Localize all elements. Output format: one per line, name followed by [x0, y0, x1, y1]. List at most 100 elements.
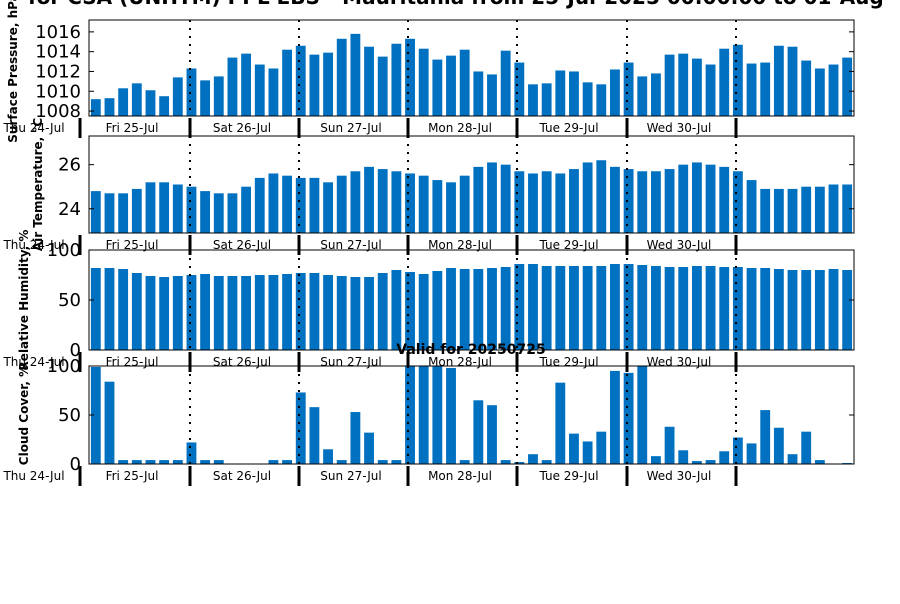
bar	[118, 269, 129, 350]
bar	[131, 188, 142, 233]
bar	[159, 182, 170, 233]
bar	[227, 193, 238, 233]
bar	[473, 269, 484, 350]
bar	[555, 173, 566, 233]
bar	[828, 64, 839, 116]
bar	[651, 171, 661, 233]
bar	[487, 162, 497, 233]
bar	[90, 191, 101, 233]
bar	[705, 164, 716, 233]
bar	[104, 98, 115, 116]
bar	[241, 276, 252, 350]
bar	[446, 182, 456, 233]
bar	[309, 273, 320, 350]
bar	[364, 277, 374, 350]
bar	[582, 162, 593, 233]
bar	[186, 442, 197, 464]
bar	[787, 46, 798, 116]
bar	[569, 169, 579, 233]
bar	[760, 62, 771, 116]
bar	[391, 171, 402, 233]
bar	[842, 57, 853, 116]
bar	[90, 366, 101, 464]
bar	[732, 437, 743, 464]
bar	[104, 193, 115, 233]
x-tick-label: Wed 30-Jul	[647, 121, 712, 135]
bar	[350, 171, 361, 233]
bar	[623, 62, 634, 116]
bar	[801, 60, 812, 116]
bar	[473, 166, 484, 233]
bar	[691, 266, 702, 350]
bar	[145, 182, 156, 233]
bar	[828, 269, 839, 350]
bar	[760, 188, 771, 233]
x-tick-label: Tue 29-Jul	[538, 238, 598, 252]
bar	[651, 73, 661, 116]
bar	[295, 177, 306, 233]
x-tick-label: Sun 27-Jul	[320, 355, 381, 369]
y-axis-label: Surface Pressure, hPa	[6, 0, 20, 143]
bar	[814, 186, 825, 233]
bar	[760, 410, 771, 464]
bar	[842, 184, 853, 233]
bar	[487, 405, 497, 464]
bar	[705, 266, 716, 350]
bar	[295, 392, 306, 464]
bar	[131, 273, 142, 350]
bar	[268, 460, 279, 464]
bar	[459, 175, 470, 233]
bar	[773, 188, 784, 233]
y-tick-label: 1008	[35, 101, 81, 122]
x-tick-label: Wed 30-Jul	[647, 469, 712, 483]
bar	[528, 454, 538, 464]
bar	[555, 266, 566, 350]
bar	[200, 80, 211, 116]
bar	[814, 460, 825, 464]
bar	[541, 171, 552, 233]
bar	[500, 267, 511, 350]
bar	[295, 45, 306, 117]
bar	[473, 400, 484, 464]
y-tick-label: 1012	[35, 61, 81, 82]
bar	[104, 268, 115, 350]
bar	[350, 33, 361, 116]
bar	[746, 443, 757, 464]
bar	[405, 38, 415, 116]
bar	[500, 164, 511, 233]
bar	[651, 456, 661, 464]
x-tick-label: Wed 30-Jul	[647, 355, 712, 369]
bar	[364, 166, 374, 233]
x-tick-label: Thu 24-Jul	[2, 355, 64, 369]
bar	[391, 460, 402, 464]
y-tick-label: 26	[58, 155, 81, 176]
bar	[118, 193, 129, 233]
bar	[637, 76, 648, 116]
bar	[200, 460, 211, 464]
bar	[801, 186, 812, 233]
bar	[732, 267, 743, 350]
bar	[186, 186, 197, 233]
bar	[104, 381, 115, 464]
bar	[418, 366, 429, 464]
bar	[159, 96, 170, 116]
bar	[637, 366, 648, 464]
bar	[664, 54, 675, 116]
bar	[118, 460, 129, 464]
bar	[309, 407, 320, 464]
bar	[295, 273, 306, 350]
bar	[678, 267, 689, 350]
bar	[241, 53, 252, 116]
bar	[842, 270, 853, 350]
bar	[664, 426, 675, 464]
bar	[732, 171, 743, 233]
bar	[596, 84, 607, 116]
bar	[432, 366, 443, 464]
x-tick-label: Fri 25-Jul	[106, 355, 159, 369]
bar	[678, 164, 689, 233]
bar	[418, 48, 429, 117]
bar	[719, 267, 730, 350]
x-tick-label: Fri 25-Jul	[106, 121, 159, 135]
